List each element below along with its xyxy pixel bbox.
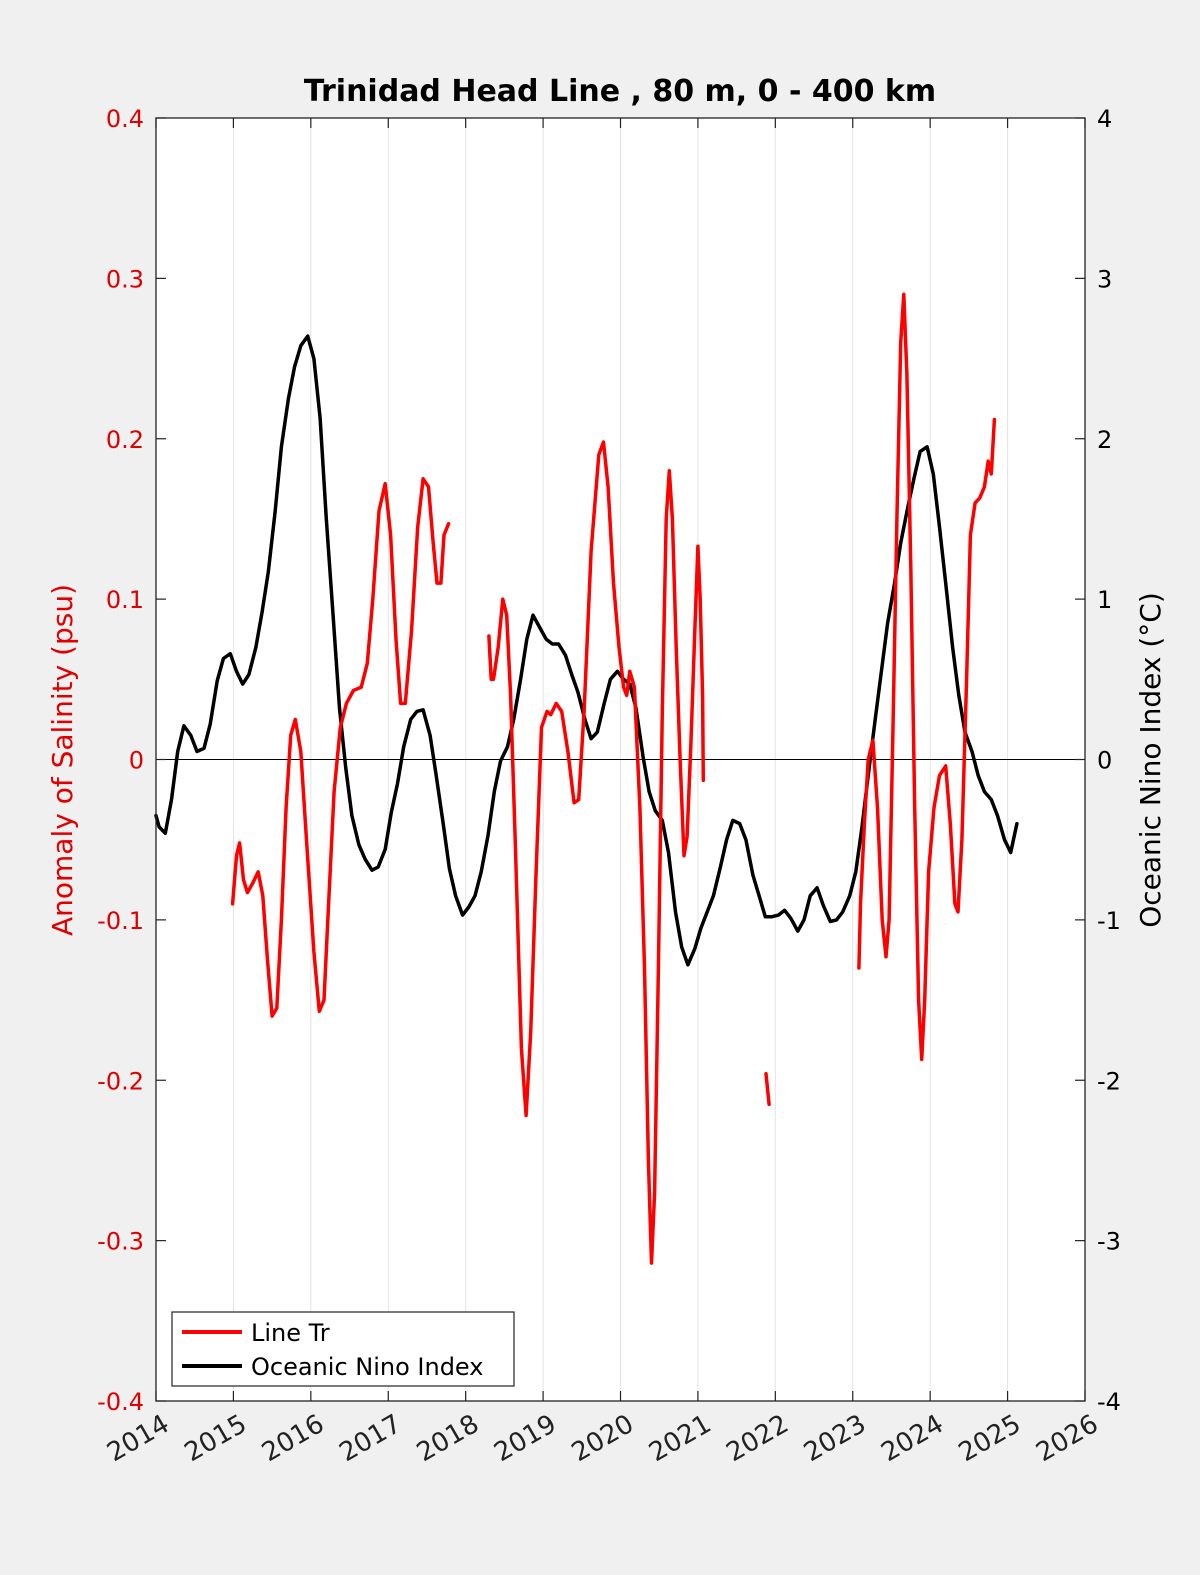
x-tick-label-7: 2021: [644, 1409, 716, 1468]
chart-title: Trinidad Head Line , 80 m, 0 - 400 km: [304, 74, 936, 109]
y-right-tick-label-6: 2: [1097, 426, 1112, 454]
y-right-tick-label-5: 1: [1097, 586, 1112, 614]
legend-label-oni: Oceanic Nino Index: [251, 1353, 483, 1381]
x-tick-label-0: 2014: [102, 1409, 174, 1468]
legend: Line Tr Oceanic Nino Index: [171, 1311, 515, 1387]
y-left-tick-label-8: 0.4: [106, 105, 144, 133]
x-tick-label-5: 2019: [489, 1409, 561, 1468]
x-tick-label-11: 2025: [954, 1409, 1026, 1468]
right-axis: -4 -3 -2 -1 0 1 2 3 4: [1075, 105, 1121, 1416]
series-line-tr-segment-0: [230, 477, 451, 1018]
legend-box: [171, 1311, 515, 1387]
y-right-tick-label-4: 0: [1097, 747, 1112, 775]
y-left-tick-label-1: -0.3: [97, 1228, 144, 1256]
series-line-tr-segment-3: [857, 292, 997, 1062]
y-right-tick-label-1: -3: [1097, 1228, 1121, 1256]
y-right-tick-label-0: -4: [1097, 1388, 1121, 1416]
y-left-tick-label-3: -0.1: [97, 907, 144, 935]
y-left-tick-label-6: 0.2: [106, 426, 144, 454]
y-right-tick-label-3: -1: [1097, 907, 1121, 935]
series-layer: [154, 292, 1019, 1265]
y-left-tick-label-5: 0.1: [106, 586, 144, 614]
x-tick-label-6: 2020: [567, 1409, 639, 1468]
y-axis-left-label: Anomaly of Salinity (psu): [46, 584, 79, 936]
y-right-tick-label-2: -2: [1097, 1067, 1121, 1095]
y-right-tick-label-7: 3: [1097, 265, 1112, 293]
series-line-tr-segment-2: [764, 1072, 771, 1107]
x-tick-label-4: 2018: [412, 1409, 484, 1468]
x-tick-label-2: 2016: [257, 1409, 329, 1468]
legend-label-line-tr: Line Tr: [251, 1319, 330, 1347]
y-left-tick-label-4: 0: [129, 747, 144, 775]
y-right-tick-label-8: 4: [1097, 105, 1112, 133]
x-tick-label-12: 2026: [1031, 1409, 1103, 1468]
left-axis: -0.4 -0.3 -0.2 -0.1 0 0.1 0.2 0.3 0.4: [97, 105, 166, 1416]
series-line-tr-segment-1: [487, 440, 706, 1265]
y-left-tick-label-7: 0.3: [106, 265, 144, 293]
y-axis-right-label: Oceanic Nino Index (°C): [1134, 592, 1167, 928]
x-tick-label-9: 2023: [799, 1409, 871, 1468]
x-tick-label-1: 2015: [180, 1409, 252, 1468]
x-tick-label-8: 2022: [722, 1409, 794, 1468]
y-left-tick-label-0: -0.4: [97, 1388, 144, 1416]
x-tick-label-10: 2024: [876, 1409, 948, 1468]
y-left-tick-label-2: -0.2: [97, 1067, 144, 1095]
x-tick-label-3: 2017: [334, 1409, 406, 1468]
